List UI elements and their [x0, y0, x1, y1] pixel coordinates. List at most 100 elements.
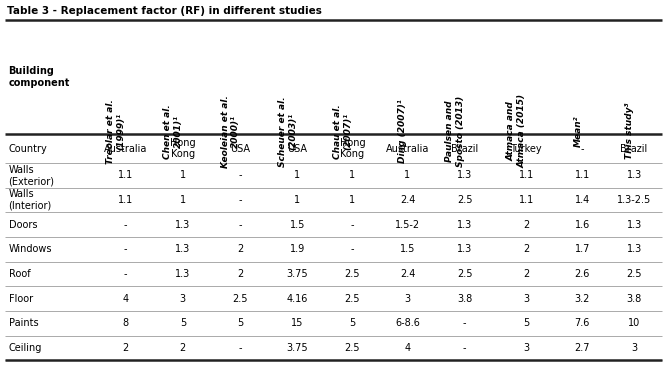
Text: 3.75: 3.75: [286, 269, 308, 279]
Text: -: -: [351, 220, 354, 230]
Text: Table 3 - Replacement factor (RF) in different studies: Table 3 - Replacement factor (RF) in dif…: [7, 6, 322, 15]
Text: 1: 1: [404, 170, 410, 181]
Text: 3.75: 3.75: [286, 343, 308, 353]
Text: 5: 5: [349, 319, 355, 328]
Text: 4: 4: [123, 294, 129, 304]
Text: 2.5: 2.5: [345, 294, 360, 304]
Text: -: -: [238, 170, 242, 181]
Text: Keoleian et al.
2000)¹: Keoleian et al. 2000)¹: [221, 95, 240, 168]
Text: 2: 2: [237, 269, 243, 279]
Text: USA: USA: [287, 143, 307, 154]
Text: 2.5: 2.5: [627, 269, 642, 279]
Text: 1.1: 1.1: [518, 195, 534, 205]
Text: Walls
(Exterior): Walls (Exterior): [9, 165, 54, 186]
Text: 2: 2: [523, 269, 529, 279]
Text: Chau et al.
(2007)¹: Chau et al. (2007)¹: [333, 104, 352, 159]
Text: Building
component: Building component: [9, 66, 70, 88]
Text: 1: 1: [294, 170, 300, 181]
Text: -: -: [463, 343, 466, 353]
Text: Turkey: Turkey: [511, 143, 542, 154]
Text: 2.5: 2.5: [457, 195, 472, 205]
Text: 1.1: 1.1: [118, 170, 133, 181]
Text: 4: 4: [404, 343, 410, 353]
Text: 8: 8: [123, 319, 129, 328]
Text: Mean²: Mean²: [573, 115, 582, 147]
Text: 1.3: 1.3: [457, 170, 472, 181]
Text: 1.3: 1.3: [175, 244, 190, 254]
Text: Floor: Floor: [9, 294, 32, 304]
Text: 2: 2: [523, 220, 529, 230]
Text: 2.4: 2.4: [400, 269, 415, 279]
Text: 15: 15: [291, 319, 304, 328]
Text: 3: 3: [523, 343, 529, 353]
Text: 4.16: 4.16: [286, 294, 308, 304]
Text: 2.7: 2.7: [575, 343, 590, 353]
Text: 2.5: 2.5: [345, 343, 360, 353]
Text: 1.1: 1.1: [118, 195, 133, 205]
Text: Doors: Doors: [9, 220, 37, 230]
Text: Chen et al.
2001)¹: Chen et al. 2001)¹: [164, 104, 183, 159]
Text: 3.2: 3.2: [575, 294, 590, 304]
Text: 2: 2: [523, 244, 529, 254]
Text: Country: Country: [9, 143, 47, 154]
Text: Brazil: Brazil: [621, 143, 648, 154]
Text: Ceiling: Ceiling: [9, 343, 42, 353]
Text: 1.6: 1.6: [575, 220, 590, 230]
Text: -: -: [124, 244, 127, 254]
Text: -: -: [351, 244, 354, 254]
Text: Ding (2007)¹: Ding (2007)¹: [398, 99, 408, 163]
Text: 1.3: 1.3: [175, 220, 190, 230]
Text: 2.5: 2.5: [345, 269, 360, 279]
Text: 1.4: 1.4: [575, 195, 590, 205]
Text: 1.3-2.5: 1.3-2.5: [617, 195, 651, 205]
Text: 1: 1: [180, 170, 186, 181]
Text: 1.3: 1.3: [627, 244, 642, 254]
Text: 6-8.6: 6-8.6: [395, 319, 420, 328]
Text: 3: 3: [404, 294, 410, 304]
Text: 1: 1: [180, 195, 186, 205]
Text: Hong
Kong: Hong Kong: [339, 138, 365, 159]
Text: 1.3: 1.3: [175, 269, 190, 279]
Text: 1.7: 1.7: [575, 244, 590, 254]
Text: Scheuer et al.
(2003)¹: Scheuer et al. (2003)¹: [278, 96, 297, 167]
Text: -: -: [238, 220, 242, 230]
Text: 1: 1: [349, 195, 355, 205]
Text: 1.5-2: 1.5-2: [395, 220, 420, 230]
Text: -: -: [124, 269, 127, 279]
Text: 2: 2: [237, 244, 243, 254]
Text: 7.6: 7.6: [575, 319, 590, 328]
Text: 1.3: 1.3: [627, 220, 642, 230]
Text: 1.5: 1.5: [290, 220, 305, 230]
Text: 1.1: 1.1: [575, 170, 590, 181]
Text: -: -: [463, 319, 466, 328]
Text: 2.6: 2.6: [575, 269, 590, 279]
Text: Windows: Windows: [9, 244, 52, 254]
Text: -: -: [238, 195, 242, 205]
Text: -: -: [581, 143, 584, 154]
Text: 10: 10: [628, 319, 640, 328]
Text: 5: 5: [180, 319, 186, 328]
Text: 1.9: 1.9: [290, 244, 305, 254]
Text: 1.3: 1.3: [457, 220, 472, 230]
Text: Brazil: Brazil: [451, 143, 478, 154]
Text: 3: 3: [523, 294, 529, 304]
Text: 5: 5: [237, 319, 243, 328]
Text: -: -: [124, 220, 127, 230]
Text: Roof: Roof: [9, 269, 30, 279]
Text: 1: 1: [349, 170, 355, 181]
Text: 2.5: 2.5: [457, 269, 472, 279]
Text: Walls
(Interior): Walls (Interior): [9, 189, 52, 211]
Text: 1.5: 1.5: [400, 244, 415, 254]
Text: Australia: Australia: [386, 143, 429, 154]
Text: 2.5: 2.5: [232, 294, 248, 304]
Text: 3.8: 3.8: [627, 294, 642, 304]
Text: 2.4: 2.4: [400, 195, 415, 205]
Text: Hong
Kong: Hong Kong: [170, 138, 196, 159]
Text: 3: 3: [631, 343, 637, 353]
Text: 1.3: 1.3: [627, 170, 642, 181]
Text: 2: 2: [123, 343, 129, 353]
Text: Paulsen and
Sposto (2013): Paulsen and Sposto (2013): [446, 95, 465, 167]
Text: 3: 3: [180, 294, 186, 304]
Text: This study³: This study³: [625, 103, 634, 160]
Text: Atmaca and
Atmaca (2015): Atmaca and Atmaca (2015): [507, 94, 526, 168]
